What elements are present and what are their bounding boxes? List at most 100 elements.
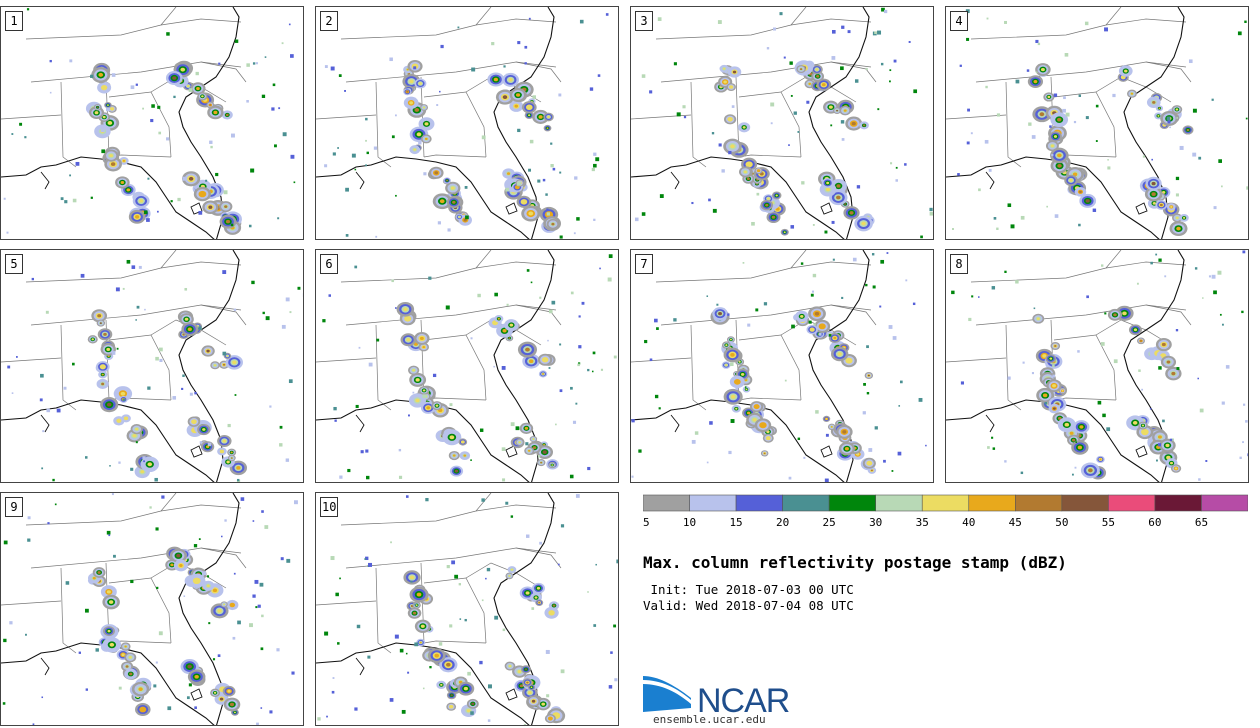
echo-pixel <box>248 224 252 228</box>
echo-pixel <box>189 392 193 396</box>
echo-pixel <box>138 265 142 269</box>
storm-cell <box>727 66 742 78</box>
echo-pixel <box>966 141 970 145</box>
state-border <box>975 304 1187 326</box>
echo-pixel <box>830 124 833 127</box>
storm-cell <box>1165 366 1182 381</box>
echo-pixel <box>84 456 88 459</box>
echo-pixel <box>3 197 6 200</box>
ncar-logo: NCAR ensemble.ucar.edu <box>643 676 790 726</box>
echo-pixel <box>770 122 773 125</box>
echo-pixel <box>546 208 549 211</box>
echo-pixel <box>246 63 250 67</box>
storm-cell <box>201 345 215 357</box>
echo-pixel <box>1179 145 1184 150</box>
colorbar-bin <box>828 494 876 512</box>
echo-pixel <box>1142 155 1146 158</box>
echo-pixel <box>193 544 198 548</box>
echo-pixel <box>793 111 797 115</box>
echo-pixel <box>131 265 136 269</box>
echo-pixel <box>330 66 335 71</box>
echo-pixel <box>530 281 533 284</box>
storm-cell <box>1080 462 1100 479</box>
state-border <box>975 61 1187 83</box>
state-border <box>738 154 802 158</box>
echo-pixel <box>118 686 122 690</box>
state-border <box>60 81 77 168</box>
coastline <box>946 156 1160 239</box>
coastline <box>316 156 530 239</box>
echo-pixel <box>959 64 962 67</box>
echo-pixel <box>365 117 368 121</box>
echo-pixel <box>471 67 476 72</box>
state-border <box>200 547 247 569</box>
colorbar-bin <box>782 494 830 512</box>
storm-cell <box>859 121 869 130</box>
echo-pixel <box>354 707 358 711</box>
storm-cell <box>1159 438 1176 453</box>
echo-pixel <box>262 311 265 315</box>
storm-cell <box>187 416 201 427</box>
echo-pixel <box>69 174 72 177</box>
echo-pixel <box>712 208 717 213</box>
echo-pixel <box>840 66 844 71</box>
echo-pixel <box>188 683 192 687</box>
state-border <box>475 493 492 512</box>
ensemble-member-panel: 2 <box>315 6 619 240</box>
echo-pixel <box>1026 69 1030 72</box>
echo-pixel <box>464 185 468 189</box>
storm-cell <box>210 688 221 697</box>
state-border <box>375 324 392 411</box>
ncar-logo-url: ensemble.ucar.edu <box>653 713 766 726</box>
echo-pixel <box>1169 438 1173 442</box>
echo-pixel <box>7 365 11 369</box>
echo-pixel <box>841 25 845 29</box>
echo-pixel <box>332 677 335 679</box>
echo-pixel <box>608 685 613 689</box>
echo-pixel <box>716 303 719 306</box>
echo-pixel <box>608 254 613 259</box>
echo-pixel <box>634 217 639 222</box>
storm-cell <box>124 668 138 680</box>
echo-pixel <box>481 498 485 502</box>
echo-pixel <box>153 684 157 688</box>
echo-pixel <box>1244 20 1247 23</box>
storm-cell <box>1074 187 1087 197</box>
state-border <box>738 91 802 158</box>
coastline <box>631 399 845 482</box>
storm-cell <box>495 89 515 105</box>
echo-pixel <box>694 431 699 435</box>
storm-cell <box>98 370 108 379</box>
echo-pixel <box>600 368 604 371</box>
echo-pixel <box>259 582 264 587</box>
echo-pixel <box>891 470 894 472</box>
echo-pixel <box>1175 193 1179 197</box>
storm-cell <box>1179 213 1189 222</box>
echo-pixel <box>1007 203 1012 208</box>
storm-cell <box>442 429 462 446</box>
echo-pixel <box>991 286 996 290</box>
state-border <box>108 577 172 644</box>
echo-pixel <box>215 172 219 177</box>
echo-pixel <box>905 279 908 282</box>
coastline <box>40 657 50 676</box>
echo-pixel <box>756 192 760 196</box>
echo-pixel <box>560 669 565 674</box>
echo-pixel <box>539 296 542 299</box>
storm-cell <box>507 566 517 574</box>
echo-pixel <box>355 404 359 409</box>
echo-pixel <box>986 17 989 20</box>
echo-pixel <box>1104 27 1109 32</box>
echo-pixel <box>874 426 878 430</box>
colorbar-bin <box>1201 494 1248 512</box>
echo-pixel <box>260 707 263 709</box>
echo-pixel <box>1198 478 1201 481</box>
echo-pixel <box>996 227 999 230</box>
echo-pixel <box>1035 39 1039 44</box>
echo-pixel <box>269 405 272 408</box>
echo-pixel <box>797 131 800 133</box>
member-number-label: 9 <box>5 497 23 517</box>
storm-cell <box>543 124 552 132</box>
echo-pixel <box>587 368 590 372</box>
storm-cell <box>182 171 201 187</box>
